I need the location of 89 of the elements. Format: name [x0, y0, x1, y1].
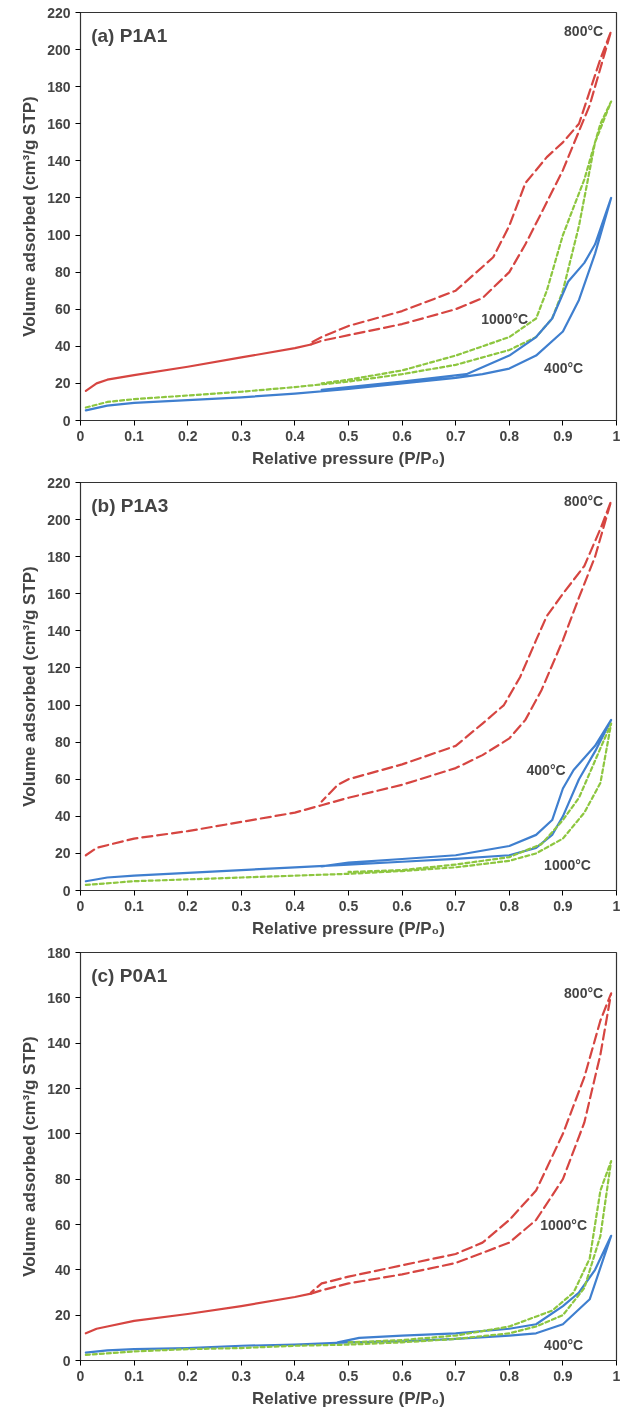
x-tick-label: 0.1 [124, 897, 145, 914]
x-axis-title: Relative pressure (P/P₀) [252, 448, 445, 468]
x-tick-label: 0.9 [553, 897, 573, 914]
text: (a) P1A1 [91, 24, 168, 46]
y-tick-label: 20 [54, 375, 71, 392]
y-tick-label: 60 [54, 301, 71, 318]
y-tick-label: 60 [54, 1216, 71, 1233]
x-tick-label: 0 [76, 1367, 85, 1384]
line-series [84, 196, 613, 412]
x-tick-label: 0.5 [338, 1367, 359, 1384]
line-series [84, 1159, 613, 1356]
annotation: 800°C [564, 493, 604, 510]
x-tick-label: 0.6 [392, 1367, 413, 1384]
text: (b) P1A3 [91, 494, 169, 516]
y-tick-label: 80 [54, 734, 71, 751]
y-tick-label: 80 [54, 264, 71, 281]
x-tick-label: 0.8 [499, 427, 520, 444]
y-tick-label: 40 [54, 808, 71, 825]
annotation: 1000°C [540, 1216, 588, 1233]
x-tick-label: 1 [612, 897, 621, 914]
x-tick-label: 0.2 [177, 427, 198, 444]
y-axis-title: Volume adsorbed (cm³/g STP) [20, 566, 40, 807]
y-tick-label: 20 [54, 1307, 71, 1324]
x-tick-label: 0.4 [285, 1367, 305, 1384]
x-tick-label: 0 [76, 897, 85, 914]
line-series [84, 1234, 613, 1354]
annotation: 400°C [544, 359, 584, 376]
x-tick-label: 0.4 [285, 897, 305, 914]
x-tick-label: 0.6 [392, 427, 413, 444]
x-tick-label: 0.2 [177, 1367, 198, 1384]
x-tick-label: 0.5 [338, 897, 359, 914]
annotation: 800°C [564, 985, 604, 1002]
y-tick-label: 120 [47, 1080, 71, 1097]
x-tick-label: 0.9 [553, 1367, 573, 1384]
y-tick-label: 180 [47, 944, 71, 961]
y-tick-label: 120 [47, 659, 71, 676]
x-tick-label: 0.1 [124, 427, 145, 444]
annotation: 1000°C [481, 310, 529, 327]
x-tick-label: 0.5 [338, 427, 359, 444]
y-tick-label: 100 [47, 1125, 71, 1142]
y-tick-label: 0 [62, 882, 71, 899]
x-tick-label: 0.1 [124, 1367, 145, 1384]
x-tick-label: 0.6 [392, 897, 413, 914]
y-tick-label: 60 [54, 771, 71, 788]
y-tick-label: 200 [47, 41, 71, 58]
x-tick-label: 1 [612, 1367, 621, 1384]
annotation: 400°C [526, 761, 566, 778]
y-tick-label: 0 [62, 412, 71, 429]
y-tick-label: 80 [54, 1171, 71, 1188]
annotation: 800°C [564, 23, 604, 40]
y-tick-label: 220 [47, 4, 71, 21]
x-tick-label: 0.4 [285, 427, 305, 444]
y-tick-label: 140 [47, 1035, 71, 1052]
x-tick-label: 0.7 [445, 897, 466, 914]
y-tick-label: 140 [47, 622, 71, 639]
y-tick-label: 40 [54, 1261, 71, 1278]
y-tick-label: 160 [47, 115, 71, 132]
y-tick-label: 0 [62, 1352, 71, 1369]
x-axis-title: Relative pressure (P/P₀) [252, 1388, 445, 1408]
y-tick-label: 140 [47, 152, 71, 169]
annotation: 400°C [544, 1337, 584, 1354]
y-tick-label: 200 [47, 511, 71, 528]
y-tick-label: 160 [47, 585, 71, 602]
x-tick-label: 0.3 [231, 897, 252, 914]
y-tick-label: 160 [47, 989, 71, 1006]
x-tick-label: 0.8 [499, 1367, 520, 1384]
y-tick-label: 180 [47, 78, 71, 95]
x-axis-title: Relative pressure (P/P₀) [252, 918, 445, 938]
y-tick-label: 20 [54, 845, 71, 862]
y-tick-label: 220 [47, 474, 71, 491]
x-tick-label: 0.9 [553, 427, 573, 444]
annotation: 1000°C [544, 857, 591, 874]
x-tick-label: 0.2 [177, 897, 198, 914]
x-tick-label: 0.7 [445, 1367, 466, 1384]
y-axis-title: Volume adsorbed (cm³/g STP) [20, 1036, 40, 1277]
y-tick-label: 100 [47, 697, 71, 714]
x-tick-label: 0 [76, 427, 85, 444]
x-tick-label: 0.3 [231, 427, 252, 444]
y-tick-label: 120 [47, 189, 71, 206]
y-tick-label: 40 [54, 338, 71, 355]
line-series [84, 100, 613, 409]
x-tick-label: 1 [612, 427, 621, 444]
x-tick-label: 0.8 [499, 897, 520, 914]
x-tick-label: 0.7 [445, 427, 466, 444]
y-axis-title: Volume adsorbed (cm³/g STP) [20, 96, 40, 337]
x-tick-label: 0.3 [231, 1367, 252, 1384]
y-tick-label: 180 [47, 548, 71, 565]
text: (c) P0A1 [91, 964, 168, 986]
y-tick-label: 100 [47, 227, 71, 244]
